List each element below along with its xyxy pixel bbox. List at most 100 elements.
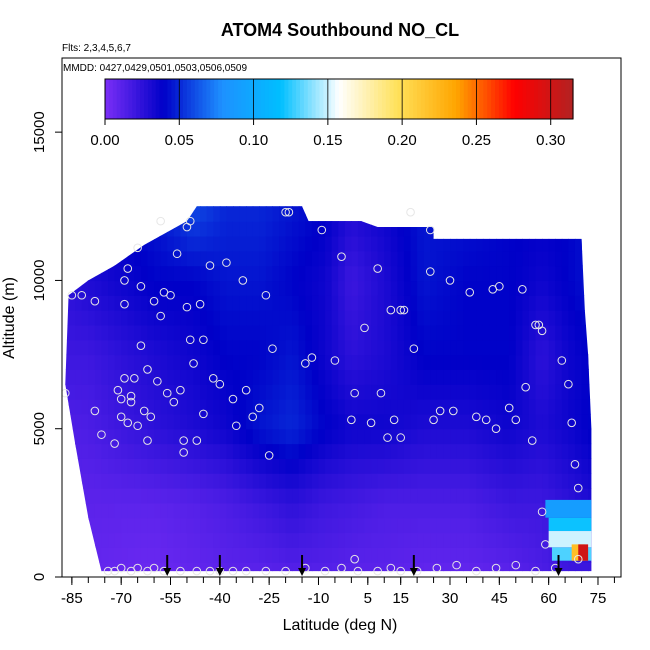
heatmap-cell (561, 235, 569, 252)
heatmap-cell (259, 339, 267, 356)
heatmap-cell (193, 562, 201, 572)
heatmap-cell (68, 206, 76, 222)
heatmap-cell (140, 458, 149, 474)
heatmap-cell (200, 221, 208, 237)
heatmap-cell (127, 443, 135, 459)
heatmap-cell (344, 206, 352, 207)
heatmap-cell (417, 265, 425, 282)
heatmap-cell (65, 339, 70, 356)
heatmap-cell (246, 280, 254, 296)
heatmap-cell (65, 413, 70, 430)
heatmap-cell (65, 532, 70, 548)
heatmap-cell (68, 473, 76, 489)
heatmap-cell (285, 384, 293, 400)
heatmap-cell (239, 250, 247, 267)
heatmap-cell (436, 206, 445, 207)
heatmap-cell (397, 280, 405, 296)
heatmap-cell (81, 384, 89, 400)
heatmap-cell (88, 369, 96, 385)
heatmap-cell (272, 547, 280, 563)
heatmap-cell (364, 250, 372, 267)
heatmap-cell (325, 443, 333, 459)
heatmap-cell (377, 413, 385, 430)
heatmap-cell (390, 221, 398, 237)
heatmap-cell (417, 473, 425, 489)
heatmap-cell (417, 235, 425, 252)
sample-point (386, 563, 396, 573)
heatmap-cell (81, 399, 89, 415)
arrow-head (554, 568, 563, 576)
arrow-icon (215, 555, 224, 576)
heatmap-cell (318, 206, 326, 222)
heatmap-cell (450, 547, 458, 563)
heatmap-cell (173, 443, 181, 459)
heatmap-cell (213, 517, 221, 534)
heatmap-cell (101, 221, 109, 237)
heatmap-cell (502, 221, 510, 237)
heatmap-cell (114, 502, 122, 519)
sample-point (337, 252, 346, 262)
sample-point (268, 344, 277, 353)
heatmap-cell (325, 235, 333, 252)
heatmap-cell (318, 235, 326, 252)
heatmap-cell (160, 384, 168, 400)
heatmap-cell (298, 369, 306, 385)
heatmap-cell (417, 502, 425, 519)
heatmap-cell (489, 473, 497, 489)
sample-point (241, 566, 251, 576)
heatmap-cell (489, 250, 497, 267)
heatmap-cell (213, 324, 221, 341)
heatmap-cell (305, 399, 313, 415)
heatmap-cell (160, 250, 168, 267)
heatmap-cell (344, 517, 352, 534)
heatmap-cell (265, 280, 274, 296)
heatmap-cell (338, 235, 346, 252)
heatmap-cell (542, 265, 550, 282)
heatmap-cell (193, 502, 201, 519)
heatmap-cell (160, 413, 168, 430)
heatmap-cell (548, 443, 556, 459)
heatmap-cell (522, 354, 530, 370)
heatmap-cell (325, 265, 333, 282)
heatmap-cell (75, 502, 83, 519)
heatmap-cell (423, 502, 431, 519)
heatmap-cell (292, 235, 300, 252)
heatmap-cell (272, 295, 280, 311)
heatmap-cell (450, 354, 458, 370)
heatmap-cell (390, 413, 398, 430)
colorbar-swatch (218, 79, 223, 119)
heatmap-cell (423, 384, 431, 400)
heatmap-cell (535, 443, 543, 459)
heatmap-cell (581, 221, 589, 237)
sample-point (396, 566, 405, 576)
heatmap-cell (81, 250, 89, 267)
heatmap-cell (555, 488, 563, 504)
heatmap-cell (147, 562, 155, 572)
heatmap-cell (200, 562, 208, 572)
heatmap-cell (108, 502, 116, 519)
heatmap-cell (206, 324, 214, 341)
colorbar-swatch (417, 79, 422, 119)
heatmap-cell (456, 413, 464, 430)
heatmap-cell (509, 384, 517, 400)
heatmap-cell (325, 310, 333, 326)
heatmap-cell (75, 428, 83, 445)
heatmap-cell (65, 458, 70, 474)
heatmap-cell (338, 384, 346, 400)
sample-point (120, 276, 129, 285)
sample-point (123, 264, 133, 273)
heatmap-cell (65, 547, 70, 563)
heatmap-cell (94, 443, 103, 459)
heatmap-cell (206, 458, 214, 474)
heatmap-cell (298, 473, 306, 489)
heatmap-cell (555, 324, 563, 341)
heatmap-cell (364, 428, 372, 445)
heatmap-cell (509, 280, 517, 296)
heatmap-cell (502, 428, 510, 445)
heatmap-cell (193, 443, 201, 459)
heatmap-cell (423, 295, 431, 311)
heatmap-cell (351, 295, 359, 311)
sample-point (182, 302, 192, 312)
heatmap-cell (285, 473, 293, 489)
heatmap-cell (140, 206, 149, 207)
